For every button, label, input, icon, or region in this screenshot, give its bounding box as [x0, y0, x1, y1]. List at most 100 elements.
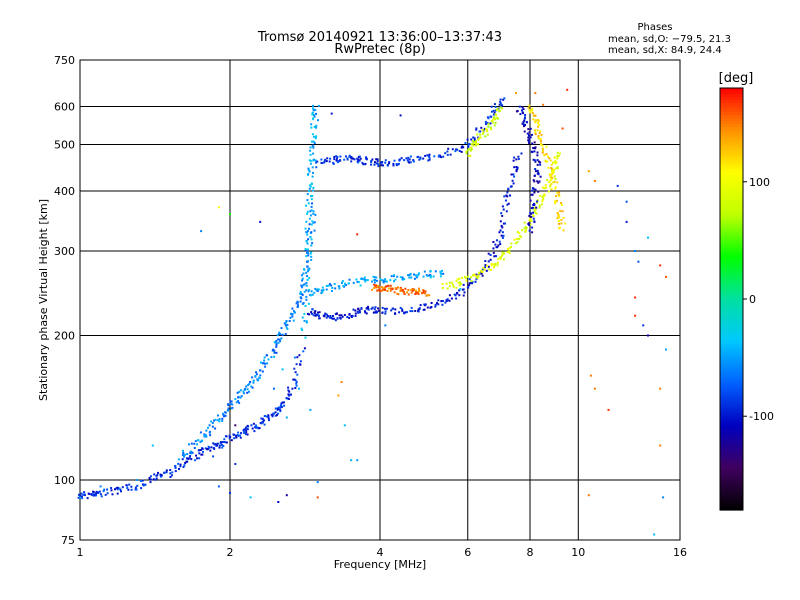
data-point	[451, 148, 454, 151]
data-point	[174, 466, 177, 469]
data-point	[537, 190, 540, 193]
data-point	[212, 447, 215, 449]
data-point	[538, 206, 541, 209]
data-point	[198, 457, 201, 460]
data-point	[528, 140, 530, 143]
data-point	[470, 146, 473, 149]
data-point	[501, 254, 503, 257]
colorbar-swatch	[720, 419, 743, 424]
data-point	[448, 285, 451, 288]
data-point	[372, 311, 375, 314]
data-point	[513, 238, 516, 241]
data-point	[307, 270, 309, 273]
data-point	[211, 425, 214, 428]
data-point	[165, 471, 168, 474]
data-point	[309, 408, 312, 411]
data-point	[398, 158, 401, 161]
colorbar-swatch	[720, 277, 743, 282]
data-point	[221, 446, 224, 449]
data-point	[230, 439, 233, 442]
data-point	[532, 215, 535, 218]
data-point	[237, 434, 240, 437]
data-point	[213, 419, 216, 422]
data-point	[464, 275, 467, 278]
data-point	[177, 462, 180, 465]
data-point	[423, 304, 426, 307]
data-point	[117, 487, 120, 490]
data-point	[312, 210, 315, 213]
y-axis-label: Stationary phase Virtual Height [km]	[37, 199, 50, 401]
data-point	[409, 161, 412, 164]
colorbar-swatch	[720, 368, 743, 372]
data-point	[78, 493, 80, 496]
data-point	[472, 144, 475, 147]
data-point	[426, 306, 429, 309]
data-point	[237, 431, 240, 434]
data-point	[359, 311, 361, 314]
data-point	[551, 171, 554, 174]
data-point	[399, 288, 402, 291]
data-point	[139, 480, 142, 482]
data-point	[324, 158, 327, 161]
data-point	[537, 125, 539, 128]
data-point	[387, 284, 390, 287]
data-point	[315, 135, 318, 138]
colorbar-swatch	[720, 220, 743, 225]
data-point	[470, 143, 473, 146]
data-point	[607, 408, 610, 411]
data-point	[285, 320, 288, 323]
colorbar-swatch	[720, 338, 743, 342]
data-point	[497, 244, 500, 247]
data-point	[508, 247, 511, 250]
data-point	[203, 434, 206, 436]
data-point	[291, 387, 294, 390]
data-point	[481, 132, 484, 135]
data-point	[325, 288, 328, 291]
data-point	[411, 310, 414, 313]
data-point	[187, 457, 190, 460]
data-point	[356, 280, 359, 283]
data-point	[322, 288, 325, 291]
data-point	[548, 181, 551, 184]
data-point	[479, 133, 482, 136]
data-point	[275, 351, 278, 354]
data-point	[339, 155, 342, 158]
data-point	[278, 338, 281, 341]
data-point	[539, 175, 542, 178]
data-point	[182, 466, 185, 468]
data-point	[389, 289, 392, 292]
data-point	[325, 160, 328, 163]
data-point	[342, 284, 345, 287]
data-point	[223, 415, 225, 418]
data-point	[546, 179, 549, 181]
colorbar-tick-label: -100	[749, 410, 774, 423]
data-point	[231, 406, 234, 409]
data-point	[523, 119, 526, 122]
data-point	[163, 471, 166, 474]
data-point	[222, 441, 225, 443]
colorbar-swatch	[720, 184, 743, 189]
data-point	[198, 452, 201, 455]
data-point	[362, 163, 365, 166]
data-point	[383, 286, 386, 289]
data-point	[204, 447, 207, 450]
data-point	[418, 287, 420, 290]
data-point	[560, 201, 562, 204]
colorbar-swatch	[720, 410, 743, 415]
data-point	[402, 311, 405, 314]
data-point	[283, 404, 286, 407]
data-point	[529, 199, 532, 202]
data-point	[541, 198, 544, 201]
data-point	[268, 419, 270, 422]
data-point	[235, 434, 237, 437]
data-point	[296, 373, 299, 376]
data-point	[550, 174, 552, 177]
data-point	[325, 316, 328, 319]
data-point	[274, 407, 277, 410]
data-point	[404, 311, 407, 314]
data-point	[128, 483, 131, 486]
colorbar-swatch	[720, 94, 743, 98]
data-point	[134, 486, 137, 489]
data-point	[400, 157, 403, 160]
